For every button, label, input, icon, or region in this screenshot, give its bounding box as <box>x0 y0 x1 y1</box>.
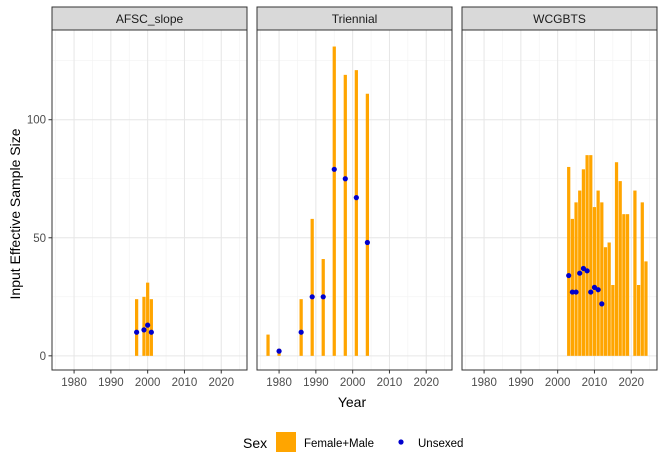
x-tick-label: 2020 <box>618 377 644 389</box>
x-tick-label: 2000 <box>545 377 571 389</box>
bar-wcgbts-2015 <box>611 285 615 356</box>
point-wcgbts-2004 <box>569 289 575 295</box>
x-tick-label: 2020 <box>413 377 439 389</box>
x-tick-label: 1990 <box>98 377 124 389</box>
point-triennial-1992 <box>320 294 326 300</box>
bar-wcgbts-2004 <box>570 218 574 356</box>
panels-layer: AFSC_slope 1980 1990 2000 2010 2020 Triennial 1… <box>51 6 658 389</box>
x-tick-label: 2010 <box>582 377 608 389</box>
bar-wcgbts-2023 <box>640 202 644 356</box>
x-axis-title: Year <box>338 394 367 410</box>
x-tick-label: 1980 <box>61 377 87 389</box>
facet-label-afsc-slope: AFSC_slope <box>116 12 184 26</box>
point-triennial-2001 <box>353 195 359 201</box>
point-wcgbts-2009 <box>588 289 594 295</box>
bar-wcgbts-2009 <box>589 155 593 356</box>
point-wcgbts-2012 <box>599 301 605 307</box>
bar-wcgbts-2017 <box>618 181 622 356</box>
x-tick-label: 2010 <box>377 377 403 389</box>
bar-wcgbts-2005 <box>574 202 578 356</box>
point-wcgbts-2006 <box>577 270 583 276</box>
bar-triennial-1986 <box>299 299 303 356</box>
bar-afsc-slope-2001 <box>149 299 153 356</box>
x-tick-label: 1980 <box>471 377 497 389</box>
y-tick-label: 50 <box>33 233 46 245</box>
bar-wcgbts-2007 <box>581 169 586 356</box>
x-tick-label: 1990 <box>303 377 329 389</box>
point-triennial-1989 <box>309 294 315 300</box>
bar-triennial-1995 <box>332 46 336 356</box>
bar-wcgbts-2018 <box>622 214 626 356</box>
facet-label-triennial: Triennial <box>332 12 378 26</box>
bar-wcgbts-2003 <box>567 166 571 356</box>
point-afsc-slope-2000 <box>145 322 151 328</box>
bar-wcgbts-2012 <box>600 202 604 356</box>
facet-label-wcgbts: WCGBTS <box>533 12 586 26</box>
x-tick-label: 2010 <box>172 377 198 389</box>
legend-label-unsexed: Unsexed <box>418 438 463 450</box>
legend: Sex Female+Male Unsexed <box>243 432 463 452</box>
point-wcgbts-2008 <box>584 268 590 274</box>
point-afsc-slope-1997 <box>134 329 140 335</box>
panel-background <box>257 30 452 370</box>
bar-wcgbts-2013 <box>603 247 608 356</box>
x-tick-label: 2000 <box>135 377 161 389</box>
y-tick-label: 100 <box>27 115 46 127</box>
panel-afsc-slope: AFSC_slope 1980 1990 2000 2010 2020 <box>51 6 248 389</box>
bar-wcgbts-2016 <box>614 162 619 356</box>
bar-afsc-slope-2000 <box>146 282 150 356</box>
x-tick-label: 1990 <box>508 377 534 389</box>
panel-triennial: Triennial 1980 1990 2000 2010 2020 <box>256 6 453 389</box>
point-afsc-slope-2001 <box>148 329 154 335</box>
bar-wcgbts-2022 <box>636 285 641 356</box>
bar-triennial-1992 <box>321 259 325 356</box>
bar-wcgbts-2014 <box>607 242 611 356</box>
point-afsc-slope-1999 <box>141 327 147 333</box>
facet-strip <box>461 6 658 31</box>
point-wcgbts-2003 <box>566 272 572 279</box>
x-tick-label: 2020 <box>208 377 234 389</box>
facet-strip <box>256 6 453 31</box>
legend-key-female-male <box>276 432 296 452</box>
point-wcgbts-2010 <box>591 284 598 290</box>
point-triennial-1986 <box>298 329 304 335</box>
bar-wcgbts-2010 <box>592 207 597 356</box>
point-wcgbts-2011 <box>595 287 601 293</box>
panel-background <box>52 30 247 370</box>
point-triennial-1995 <box>331 166 337 172</box>
point-triennial-2004 <box>364 239 370 246</box>
y-axis: 0 50 100 <box>27 115 52 363</box>
legend-title: Sex <box>243 435 267 451</box>
x-tick-label: 2000 <box>340 377 366 389</box>
bar-triennial-1977 <box>266 334 270 356</box>
bar-wcgbts-2011 <box>596 190 600 356</box>
bar-afsc-slope-1999 <box>142 296 146 356</box>
y-tick-label: 0 <box>40 351 46 363</box>
bar-triennial-1998 <box>343 74 347 356</box>
bar-triennial-2004 <box>365 93 369 356</box>
panel-wcgbts: WCGBTS 1980 1990 2000 2010 2020 <box>461 6 658 389</box>
x-tick-label: 1980 <box>266 377 292 389</box>
legend-key-unsexed <box>398 439 404 445</box>
point-wcgbts-2007 <box>580 265 587 272</box>
bar-wcgbts-2021 <box>633 190 637 356</box>
facet-strip <box>51 6 248 31</box>
bar-wcgbts-2019 <box>625 214 630 356</box>
bar-triennial-2001 <box>354 70 358 356</box>
bar-wcgbts-2008 <box>585 155 589 356</box>
bar-afsc-slope-1997 <box>135 299 139 356</box>
point-triennial-1980 <box>276 348 282 354</box>
point-wcgbts-2005 <box>573 289 579 295</box>
bar-wcgbts-2024 <box>644 261 648 356</box>
legend-label-female-male: Female+Male <box>304 438 374 450</box>
bar-triennial-1989 <box>310 218 314 356</box>
point-triennial-1998 <box>342 176 348 182</box>
y-axis-title: Input Effective Sample Size <box>7 128 23 299</box>
